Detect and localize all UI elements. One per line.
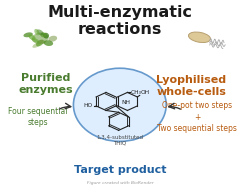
Text: Lyophilised
whole-cells: Lyophilised whole-cells [156, 75, 226, 97]
Text: CH₃: CH₃ [131, 90, 142, 95]
Circle shape [74, 68, 166, 141]
Text: One-pot two steps
+
Two sequential steps: One-pot two steps + Two sequential steps [157, 101, 237, 133]
Ellipse shape [43, 33, 49, 39]
Text: 1,3,4-substituted
THIQ: 1,3,4-substituted THIQ [96, 135, 143, 146]
Ellipse shape [34, 29, 39, 35]
Text: Four sequential
steps: Four sequential steps [8, 107, 67, 127]
Text: Purified
enzymes: Purified enzymes [19, 73, 73, 95]
Text: Multi-enzymatic
reactions: Multi-enzymatic reactions [47, 5, 192, 37]
Text: Figure created with BioRender: Figure created with BioRender [87, 181, 153, 185]
Ellipse shape [39, 40, 46, 44]
Ellipse shape [36, 40, 44, 46]
Ellipse shape [40, 32, 46, 37]
Ellipse shape [23, 32, 33, 37]
Ellipse shape [48, 36, 57, 42]
Text: OH: OH [141, 90, 150, 94]
Ellipse shape [31, 38, 39, 43]
Ellipse shape [44, 40, 53, 46]
Ellipse shape [32, 33, 48, 44]
Ellipse shape [188, 32, 211, 43]
Text: NH: NH [122, 100, 131, 105]
Ellipse shape [36, 29, 44, 35]
Text: Target product: Target product [74, 165, 166, 175]
Text: HO: HO [84, 103, 93, 108]
Ellipse shape [28, 34, 36, 40]
Ellipse shape [32, 42, 41, 48]
